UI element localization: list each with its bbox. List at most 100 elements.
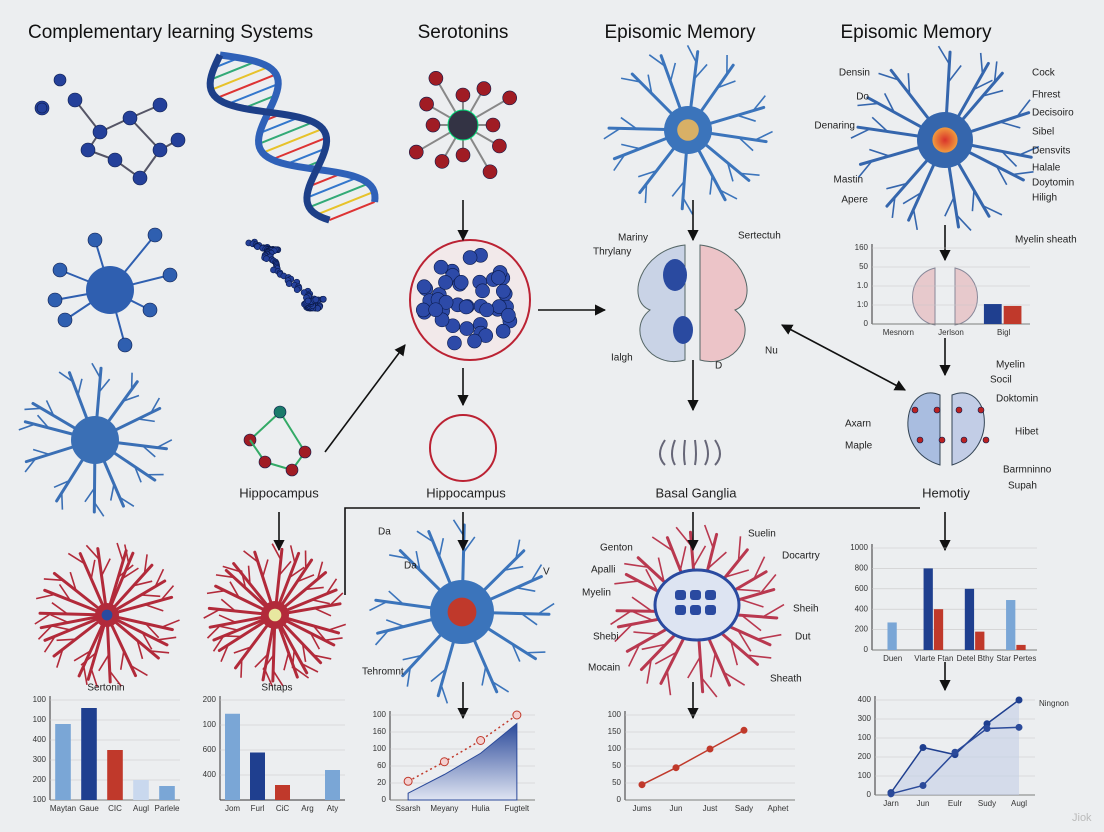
dendrite	[701, 677, 718, 698]
label: Dut	[795, 632, 811, 643]
atom	[80, 142, 96, 158]
dendrite	[613, 154, 626, 172]
dendrite	[121, 567, 139, 580]
dendrite	[138, 418, 155, 423]
y-tick-label: 50	[612, 761, 621, 770]
dendrite	[247, 565, 251, 584]
dendrite	[912, 209, 919, 231]
point	[1015, 723, 1023, 731]
dendrite	[646, 659, 652, 684]
atom	[47, 292, 63, 308]
dendrite	[272, 670, 284, 687]
dendrite	[491, 681, 510, 693]
dendrite	[34, 612, 52, 625]
atom	[438, 295, 454, 310]
y-tick-label: 100	[33, 715, 47, 724]
dendrite	[56, 649, 64, 668]
dendrite	[301, 663, 319, 673]
dendrite	[633, 631, 658, 635]
ganglia-part	[675, 605, 686, 615]
dendrite	[45, 400, 55, 416]
atom	[438, 275, 453, 290]
dendrite	[37, 625, 53, 640]
dendrite	[154, 568, 165, 587]
dendrite	[740, 172, 760, 176]
atom	[416, 279, 432, 295]
dendrite	[654, 651, 678, 665]
ganglia-part	[705, 605, 716, 615]
dendrite	[313, 654, 332, 660]
dendrite	[657, 557, 665, 582]
label: Sheath	[770, 674, 802, 685]
bar	[81, 708, 97, 800]
dendrite	[77, 378, 83, 396]
label: Shebi	[593, 632, 619, 643]
dendrite	[85, 544, 100, 561]
atom	[87, 232, 103, 248]
dendrite	[530, 564, 543, 582]
bar	[964, 588, 975, 650]
dendrite	[730, 641, 739, 666]
point	[1015, 696, 1023, 704]
x-tick-label: Duen	[883, 654, 902, 663]
y-tick-label: 20	[377, 778, 386, 787]
dendrite	[212, 635, 225, 652]
atom	[433, 259, 449, 275]
label: Decisoiro	[1032, 108, 1074, 119]
atom	[492, 138, 507, 154]
dendrite	[293, 666, 310, 679]
soma	[71, 416, 119, 464]
dendrite	[707, 551, 727, 569]
ganglia-part	[690, 590, 701, 600]
y-tick-label: 400	[858, 695, 872, 704]
atom	[955, 406, 963, 414]
bar	[1006, 600, 1016, 650]
bar	[275, 785, 290, 800]
dendrite	[614, 623, 633, 643]
dendrite	[735, 588, 761, 592]
dendrite	[254, 653, 269, 668]
dendrite	[142, 445, 156, 458]
label: Sheih	[793, 604, 819, 615]
x-tick-label: Jerlson	[938, 328, 964, 337]
nucleus	[932, 127, 958, 153]
atom	[982, 436, 990, 444]
dna-rung	[216, 73, 277, 100]
point	[672, 764, 680, 772]
annotation: Ningnon	[1039, 699, 1069, 708]
y-tick-label: 1000	[850, 543, 868, 552]
dna-strand	[219, 51, 379, 203]
dendrite	[325, 578, 338, 595]
receptor	[714, 439, 721, 466]
atom	[408, 144, 424, 160]
dendrite	[937, 45, 951, 65]
dendrite	[679, 546, 687, 571]
atom	[425, 117, 441, 133]
dendrite	[717, 80, 736, 89]
nucleus	[268, 608, 282, 622]
x-tick-label: Jarn	[883, 799, 899, 808]
dendrite	[944, 196, 955, 217]
atom	[911, 406, 919, 414]
label: Thrylany	[593, 247, 631, 258]
dendrite	[278, 560, 292, 576]
y-tick-label: 160	[373, 727, 387, 736]
dendrite	[869, 148, 890, 157]
dendrite	[878, 72, 899, 81]
label: V	[543, 567, 550, 578]
heading: Episomic Memory	[605, 22, 756, 43]
atom	[476, 81, 492, 96]
arrows	[273, 200, 951, 720]
dna-rung	[210, 60, 257, 81]
dendrite	[671, 180, 685, 197]
dendrite	[850, 128, 871, 139]
dendrite	[692, 545, 707, 568]
x-tick-label: CIC	[108, 804, 122, 813]
dendrite	[621, 143, 641, 150]
dendrite	[36, 414, 50, 429]
dendrite	[90, 559, 96, 579]
dendrite	[53, 479, 70, 489]
x-tick-label: Meyany	[430, 804, 458, 813]
atom	[258, 455, 272, 469]
dendrite	[289, 545, 296, 564]
